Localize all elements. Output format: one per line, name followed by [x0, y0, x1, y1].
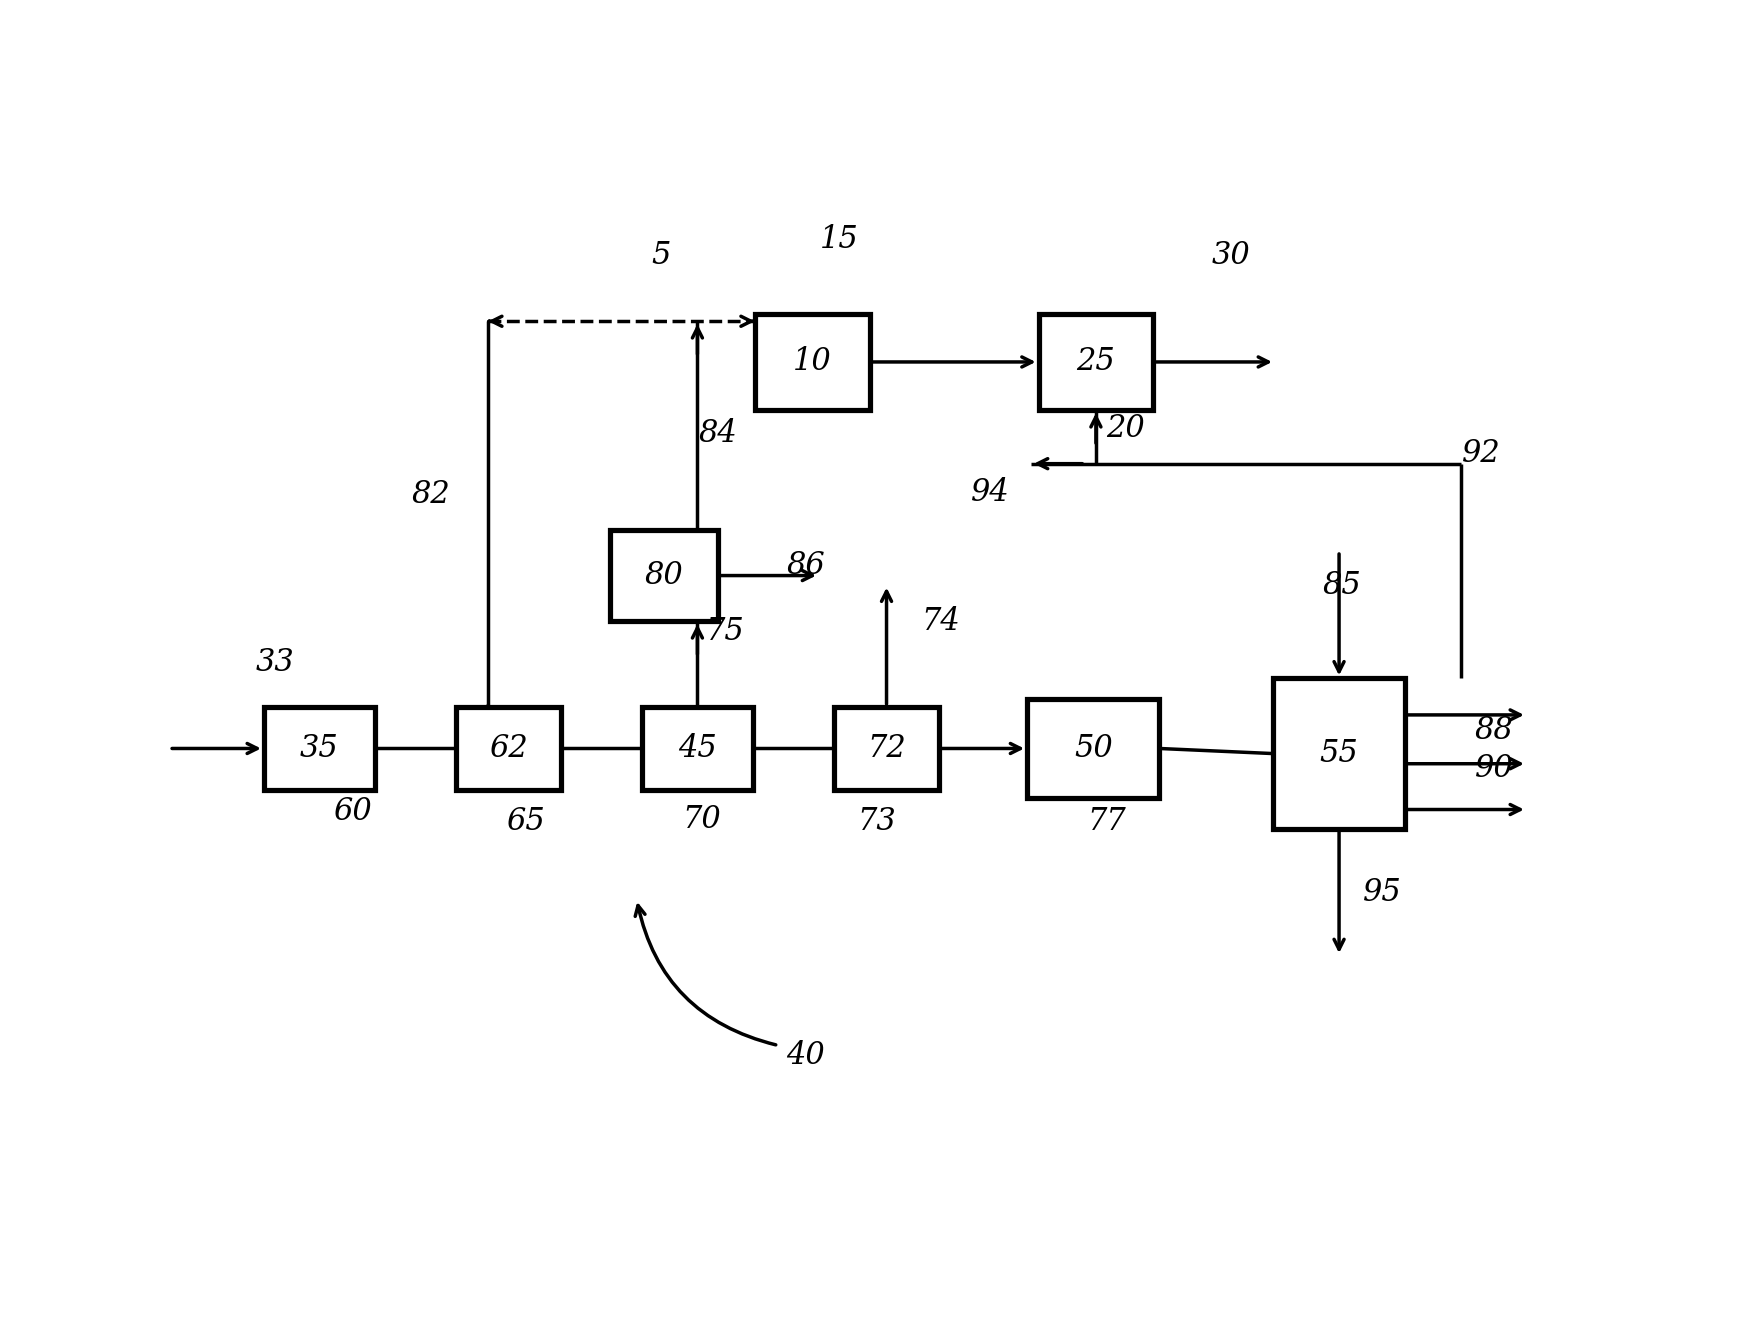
Text: 94: 94	[971, 477, 1009, 507]
Bar	[641, 707, 753, 790]
Text: 10: 10	[793, 346, 831, 378]
Text: 20: 20	[1107, 412, 1145, 444]
Bar	[263, 707, 375, 790]
Text: 60: 60	[333, 797, 373, 827]
Text: 5: 5	[652, 239, 671, 271]
Text: 25: 25	[1077, 346, 1116, 378]
Text: 84: 84	[699, 417, 737, 449]
Text: 62: 62	[490, 733, 528, 764]
Text: 85: 85	[1323, 571, 1361, 601]
Bar	[1027, 699, 1159, 798]
Text: 73: 73	[858, 806, 896, 838]
Text: 50: 50	[1074, 733, 1112, 764]
Text: 65: 65	[507, 806, 546, 838]
Text: 55: 55	[1319, 738, 1358, 769]
Bar	[610, 530, 718, 621]
Bar	[455, 707, 561, 790]
Text: 74: 74	[922, 606, 960, 637]
Text: 92: 92	[1462, 439, 1501, 469]
Text: 88: 88	[1475, 715, 1513, 745]
Text: 75: 75	[706, 616, 744, 647]
Bar	[833, 707, 939, 790]
Text: 40: 40	[786, 1040, 824, 1071]
Text: 86: 86	[786, 550, 824, 581]
Bar	[1039, 313, 1154, 411]
Text: 45: 45	[678, 733, 716, 764]
Text: 70: 70	[682, 804, 722, 835]
Text: 35: 35	[300, 733, 338, 764]
Text: 80: 80	[645, 560, 683, 590]
Text: 30: 30	[1211, 239, 1250, 271]
Bar	[1272, 678, 1405, 828]
Bar	[755, 313, 870, 411]
Text: 95: 95	[1363, 877, 1401, 909]
Text: 90: 90	[1475, 753, 1513, 785]
Text: 82: 82	[411, 478, 451, 510]
Text: 33: 33	[254, 646, 295, 678]
Text: 77: 77	[1088, 806, 1126, 838]
Text: 15: 15	[819, 225, 859, 255]
Text: 72: 72	[868, 733, 906, 764]
